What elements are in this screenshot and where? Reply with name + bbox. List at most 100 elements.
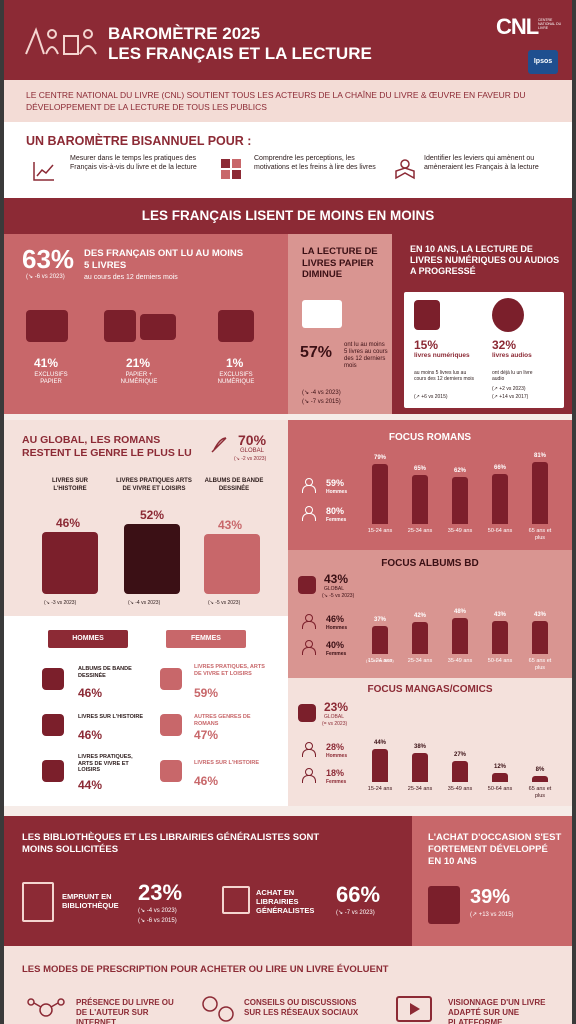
emprunt-delta-1: (↘ -4 vs 2023)	[138, 908, 177, 914]
category-label-4: 50-64 ans	[487, 658, 513, 664]
bar-3	[452, 476, 468, 524]
video-play-icon	[396, 996, 432, 1022]
bar-1	[372, 748, 388, 782]
paper-book-icon	[26, 310, 68, 342]
category-label-5: 65 ans et plus	[528, 528, 552, 541]
lu5-sub: au cours des 12 derniers mois	[84, 274, 178, 281]
spacer	[4, 806, 572, 816]
numerique-text-b: ont déjà lu un livre audio	[492, 370, 533, 382]
chef-icon-f	[160, 668, 182, 690]
focus-bd-first-delta: (↘ -11 vs 2023)	[366, 658, 394, 663]
achat-pct: 66%	[336, 882, 381, 907]
female-person-icon	[302, 768, 316, 783]
comic-book-icon	[204, 534, 260, 594]
h-pct-1: 46%	[78, 686, 103, 700]
focus-bd-f-lbl: Femmes	[326, 651, 347, 657]
bar-5	[532, 775, 548, 782]
focus-mangas-chart: 44% 15-24 ans 38% 25-34 ans 27% 35-49 ans 12% 5…	[358, 678, 572, 806]
lu5-panel: 63% (↘ -6 vs 2023) DES FRANÇAIS ONT LU A…	[4, 234, 288, 414]
category-label-4: 50-64 ans	[487, 528, 513, 534]
male-person-icon	[302, 614, 316, 629]
bar-1	[372, 463, 388, 524]
romans-global: GLOBAL	[240, 448, 265, 454]
genre-delta-3: (↘ -5 vs 2023)	[208, 600, 241, 606]
bar-value-2: 65%	[413, 465, 426, 472]
format-label-3: EXCLUSIFS NUMÉRIQUE	[217, 372, 255, 385]
genres-panel: AU GLOBAL, LES ROMANS RESTENT LE GENRE L…	[4, 420, 288, 616]
prescription-item-2: CONSEILS OU DISCUSSIONS SUR LES RÉSEAUX …	[244, 998, 359, 1017]
trend-chart-icon	[32, 160, 56, 182]
bar-1	[372, 625, 388, 654]
focus-romans-f: 80%	[326, 506, 345, 516]
bar-value-1: 79%	[373, 454, 386, 461]
temple-icon-h	[42, 714, 64, 736]
h-pct-2: 46%	[78, 728, 103, 742]
category-label-5: 65 ans et plus	[528, 658, 552, 671]
chef-icon-h	[42, 760, 64, 782]
achat-label: ACHAT EN LIBRAIRIES GÉNÉRALISTES	[256, 888, 315, 915]
hommes-badge: HOMMES	[48, 630, 128, 648]
lu5-pct: 63%	[22, 244, 75, 274]
numerique-panel: EN 10 ANS, LA LECTURE DE LIVRES NUMÉRIQU…	[392, 234, 572, 414]
category-label-3: 35-49 ans	[447, 528, 473, 534]
bar-value-3: 62%	[453, 467, 466, 474]
format-pct-1: 41%	[34, 356, 59, 370]
format-label-2: PAPIER + NUMÉRIQUE	[120, 372, 158, 385]
romans-pct: 70%	[238, 432, 267, 448]
genre-pct-2: 52%	[140, 508, 165, 522]
category-label-2: 25-34 ans	[407, 528, 433, 534]
numerique-delta-a: (↗ +6 vs 2015)	[414, 394, 448, 400]
focus-romans-h-lbl: Hommes	[326, 489, 348, 495]
f-pct-3: 46%	[194, 774, 219, 788]
focus-mangas-delta: (= vs 2023)	[322, 721, 348, 727]
f-label-1: LIVRES PRATIQUES, ARTS DE VIVRE ET LOISI…	[194, 664, 265, 677]
focus-mangas-panel: FOCUS MANGAS/COMICS 23% GLOBAL (= vs 202…	[288, 678, 572, 806]
barometre-item-1: Mesurer dans le temps les pratiques des …	[70, 155, 197, 171]
papier-text: ont lu au moins 5 livres au cours des 12…	[344, 342, 388, 369]
focus-bd-delta: (↘ -5 vs 2023)	[322, 593, 355, 599]
focus-mangas-global: 23%	[324, 700, 349, 714]
bar-3	[452, 761, 468, 782]
infographic-page: BAROMÈTRE 2025 LES FRANÇAIS ET LA LECTUR…	[4, 0, 572, 1024]
intro-text: LE CENTRE NATIONAL DU LIVRE (CNL) SOUTIE…	[26, 90, 526, 112]
focus-bd-global: 43%	[324, 572, 349, 586]
f-pct-2: 47%	[194, 728, 219, 742]
genre-pct-1: 46%	[56, 516, 81, 530]
bar-value-2: 42%	[413, 613, 426, 620]
bar-value-4: 43%	[493, 612, 506, 619]
focus-mangas-f: 18%	[326, 768, 345, 778]
occasion-delta: (↗ +13 vs 2015)	[470, 912, 514, 918]
romans-title: AU GLOBAL, LES ROMANS RESTENT LE GENRE L…	[22, 434, 192, 459]
ipsos-logo: Ipsos	[528, 50, 558, 74]
papier-panel: LA LECTURE DE LIVRES PAPIER DIMINUE 57% …	[288, 234, 392, 414]
quill-icon	[210, 436, 228, 454]
focus-mangas-title: FOCUS MANGAS/COMICS	[367, 684, 493, 695]
f-pct-1: 59%	[194, 686, 219, 700]
focus-bd-title: FOCUS ALBUMS BD	[381, 558, 479, 569]
occasion-title: L'ACHAT D'OCCASION S'EST FORTEMENT DÉVEL…	[428, 832, 562, 867]
f-label-3: LIVRES SUR L'HISTOIRE	[194, 760, 260, 766]
manga-icon	[298, 704, 316, 722]
bar-2	[412, 474, 428, 524]
bar-value-2: 38%	[413, 744, 426, 751]
papier-delta-2: (↘ -7 vs 2015)	[302, 399, 341, 405]
prescription-item-1: PRÉSENCE DU LIVRE OU DE L'AUTEUR SUR INT…	[76, 998, 174, 1024]
genre-delta-1: (↘ -3 vs 2023)	[44, 600, 77, 606]
book-icon	[140, 314, 176, 340]
focus-mangas-h: 28%	[326, 742, 345, 752]
numerique-label-b: livres audios	[492, 352, 532, 359]
bar-value-5: 8%	[535, 766, 545, 773]
history-temple-icon	[42, 532, 98, 594]
prescription-item-3: VISIONNAGE D'UN LIVRE ADAPTÉ SUR UNE PLA…	[448, 998, 546, 1024]
comic-icon-bd	[298, 576, 316, 594]
focus-romans-chart: 79% 15-24 ans 65% 25-34 ans 62% 35-49 ans 66% 5…	[358, 420, 572, 550]
category-label-2: 25-34 ans	[407, 658, 433, 664]
genre-label-2: LIVRES PRATIQUES ARTS DE VIVRE ET LOISIR…	[116, 478, 192, 492]
occasion-pct: 39%	[470, 886, 511, 908]
romans-delta: (↘ -2 vs 2023)	[234, 456, 267, 462]
genre-pct-3: 43%	[218, 518, 243, 532]
temple-icon-f	[160, 760, 182, 782]
emprunt-label: EMPRUNT EN BIBLIOTHÈQUE	[62, 892, 119, 910]
bar-value-1: 37%	[373, 616, 386, 623]
biblio-panel: LES BIBLIOTHÈQUES ET LES LIBRAIRIES GÉNÉ…	[4, 816, 412, 946]
